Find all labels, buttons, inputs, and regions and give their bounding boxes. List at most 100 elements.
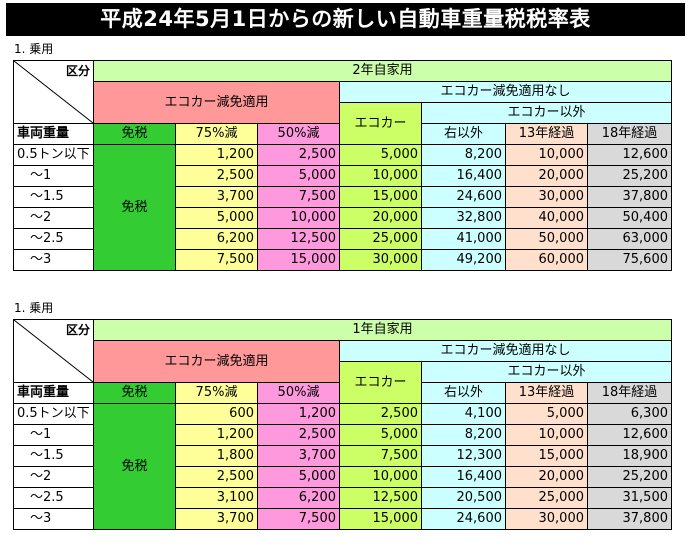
table-row: ～1.5 1,800 3,700 7,500 12,300 15,000 18,… xyxy=(13,445,672,467)
value-50-cell: 5,000 xyxy=(257,466,340,488)
other-cell: 12,300 xyxy=(421,445,506,467)
weight-header: 車両重量 xyxy=(13,382,94,404)
eco-none-header: エコカー減免適用なし xyxy=(339,81,672,103)
weight-cell: ～2 xyxy=(13,466,94,488)
value-50-cell: 3,700 xyxy=(257,445,340,467)
weight-cell: ～1.5 xyxy=(13,445,94,467)
table-row: ～1 2,500 5,000 10,000 16,400 20,000 25,2… xyxy=(13,165,672,187)
tax-table-1-year: 区分 1年自家用 エコカー減免適用 エコカー減免適用なし エコカー エコカー以外… xyxy=(13,319,672,530)
eco-none-header: エコカー減免適用なし xyxy=(339,340,672,362)
corner-header-cell: 区分 xyxy=(13,319,94,383)
corner-category-label: 区分 xyxy=(65,323,90,337)
18-years-cell: 6,300 xyxy=(587,403,672,425)
13-years-header: 13年経過 xyxy=(505,123,588,145)
value-75-cell: 3,700 xyxy=(175,508,258,530)
other-cell: 20,500 xyxy=(421,487,506,509)
exempt-col-header: 免税 xyxy=(93,123,176,145)
18-years-header: 18年経過 xyxy=(587,123,672,145)
value-75-cell: 5,000 xyxy=(175,207,258,229)
weight-cell: ～1 xyxy=(13,165,94,187)
ecocar-cell: 25,000 xyxy=(339,228,422,250)
ecocar-header: エコカー xyxy=(339,102,422,145)
value-75-cell: 1,200 xyxy=(175,144,258,166)
period-header: 1年自家用 xyxy=(93,319,672,341)
weight-cell: 0.5トン以下 xyxy=(13,403,94,425)
ecocar-cell: 10,000 xyxy=(339,165,422,187)
value-50-cell: 7,500 xyxy=(257,186,340,208)
13-years-cell: 30,000 xyxy=(505,508,588,530)
13-years-header: 13年経過 xyxy=(505,382,588,404)
other-cell: 16,400 xyxy=(421,165,506,187)
exempt-cell: 免税 xyxy=(93,403,176,530)
non-ecocar-header: エコカー以外 xyxy=(421,102,672,124)
other-cell: 24,600 xyxy=(421,186,506,208)
value-50-cell: 5,000 xyxy=(257,165,340,187)
ecocar-header: エコカー xyxy=(339,361,422,404)
value-75-cell: 1,200 xyxy=(175,424,258,446)
exempt-cell: 免税 xyxy=(93,144,176,271)
ecocar-cell: 5,000 xyxy=(339,424,422,446)
18-years-cell: 75,600 xyxy=(587,249,672,271)
weight-cell: ～2.5 xyxy=(13,228,94,250)
section-label: 1. 乗用 xyxy=(14,42,54,56)
13-years-cell: 5,000 xyxy=(505,403,588,425)
other-cell: 4,100 xyxy=(421,403,506,425)
13-years-cell: 10,000 xyxy=(505,144,588,166)
value-75-cell: 2,500 xyxy=(175,466,258,488)
section-label: 1. 乗用 xyxy=(14,301,54,315)
18-years-cell: 37,800 xyxy=(587,186,672,208)
18-years-cell: 25,200 xyxy=(587,466,672,488)
value-50-cell: 2,500 xyxy=(257,144,340,166)
corner-category-label: 区分 xyxy=(65,64,90,78)
other-header: 右以外 xyxy=(421,123,506,145)
ecocar-cell: 30,000 xyxy=(339,249,422,271)
18-years-cell: 12,600 xyxy=(587,144,672,166)
value-50-cell: 10,000 xyxy=(257,207,340,229)
table-row: ～3 3,700 7,500 15,000 24,600 30,000 37,8… xyxy=(13,508,672,530)
corner-header-cell: 区分 xyxy=(13,60,94,124)
18-years-cell: 63,000 xyxy=(587,228,672,250)
reduce-50-header: 50%減 xyxy=(257,382,340,404)
weight-header: 車両重量 xyxy=(13,123,94,145)
value-50-cell: 12,500 xyxy=(257,228,340,250)
ecocar-cell: 7,500 xyxy=(339,445,422,467)
table-row: ～3 7,500 15,000 30,000 49,200 60,000 75,… xyxy=(13,249,672,271)
18-years-cell: 12,600 xyxy=(587,424,672,446)
ecocar-cell: 10,000 xyxy=(339,466,422,488)
13-years-cell: 20,000 xyxy=(505,165,588,187)
value-75-cell: 7,500 xyxy=(175,249,258,271)
weight-cell: ～1.5 xyxy=(13,186,94,208)
weight-cell: ～2 xyxy=(13,207,94,229)
value-50-cell: 7,500 xyxy=(257,508,340,530)
table-row: 0.5トン以下 免税 600 1,200 2,500 4,100 5,000 6… xyxy=(13,403,672,530)
weight-cell: ～3 xyxy=(13,249,94,271)
value-75-cell: 6,200 xyxy=(175,228,258,250)
weight-cell: ～2.5 xyxy=(13,487,94,509)
18-years-cell: 50,400 xyxy=(587,207,672,229)
other-cell: 24,600 xyxy=(421,508,506,530)
value-75-cell: 2,500 xyxy=(175,165,258,187)
ecocar-cell: 5,000 xyxy=(339,144,422,166)
table-row: ～2.5 6,200 12,500 25,000 41,000 50,000 6… xyxy=(13,228,672,250)
reduce-75-header: 75%減 xyxy=(175,382,258,404)
eco-reduced-header: エコカー減免適用 xyxy=(93,340,340,383)
other-cell: 32,800 xyxy=(421,207,506,229)
13-years-cell: 15,000 xyxy=(505,445,588,467)
value-50-cell: 1,200 xyxy=(257,403,340,425)
other-cell: 8,200 xyxy=(421,424,506,446)
13-years-cell: 40,000 xyxy=(505,207,588,229)
period-header: 2年自家用 xyxy=(93,60,672,82)
18-years-cell: 31,500 xyxy=(587,487,672,509)
other-cell: 49,200 xyxy=(421,249,506,271)
other-cell: 8,200 xyxy=(421,144,506,166)
tax-table-2-year: 区分 2年自家用 エコカー減免適用 エコカー減免適用なし エコカー エコカー以外… xyxy=(13,60,672,271)
table-row: ～1 1,200 2,500 5,000 8,200 10,000 12,600 xyxy=(13,424,672,446)
18-years-header: 18年経過 xyxy=(587,382,672,404)
value-75-cell: 1,800 xyxy=(175,445,258,467)
reduce-50-header: 50%減 xyxy=(257,123,340,145)
weight-cell: ～3 xyxy=(13,508,94,530)
diagonal-line xyxy=(14,61,93,123)
ecocar-cell: 20,000 xyxy=(339,207,422,229)
weight-cell: ～1 xyxy=(13,424,94,446)
13-years-cell: 60,000 xyxy=(505,249,588,271)
